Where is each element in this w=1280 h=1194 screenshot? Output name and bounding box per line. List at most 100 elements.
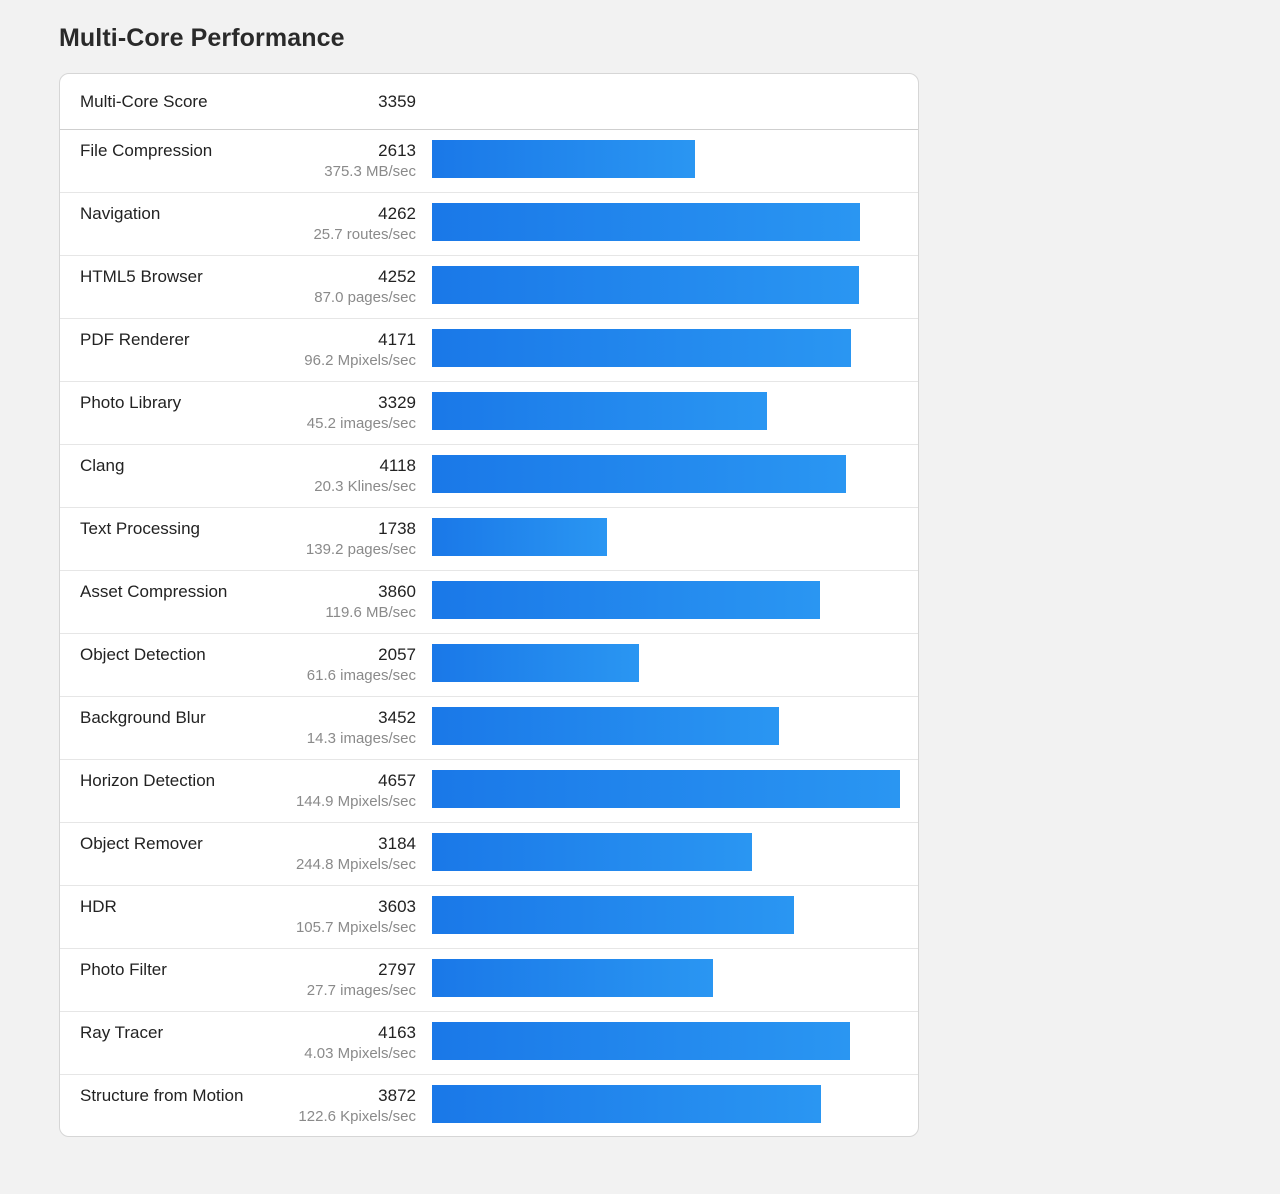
table-row: Object Remover 3184 244.8 Mpixels/sec bbox=[60, 823, 918, 886]
table-row: Asset Compression 3860 119.6 MB/sec bbox=[60, 571, 918, 634]
benchmark-score: 4252 bbox=[378, 267, 416, 286]
benchmark-score: 3184 bbox=[378, 834, 416, 853]
benchmark-score: 4163 bbox=[378, 1023, 416, 1042]
bar-track bbox=[432, 518, 900, 556]
benchmark-score: 2613 bbox=[378, 141, 416, 160]
table-row: Horizon Detection 4657 144.9 Mpixels/sec bbox=[60, 760, 918, 823]
score-bar bbox=[432, 392, 767, 430]
table-row: Object Detection 2057 61.6 images/sec bbox=[60, 634, 918, 697]
bar-track bbox=[432, 329, 900, 367]
table-row: Photo Library 3329 45.2 images/sec bbox=[60, 382, 918, 445]
multi-core-score-row: Multi-Core Score 3359 bbox=[60, 74, 918, 130]
bar-track bbox=[432, 392, 900, 430]
benchmark-name: PDF Renderer bbox=[80, 330, 190, 349]
benchmark-score: 4262 bbox=[378, 204, 416, 223]
bar-track bbox=[432, 644, 900, 682]
benchmark-name: Structure from Motion bbox=[80, 1086, 244, 1105]
benchmark-rows: File Compression 2613 375.3 MB/sec Navigati… bbox=[60, 130, 918, 1136]
benchmark-score: 3452 bbox=[378, 708, 416, 727]
benchmark-rate: 105.7 Mpixels/sec bbox=[295, 919, 416, 936]
bar-track bbox=[432, 1085, 900, 1123]
benchmark-score: 3603 bbox=[378, 897, 416, 916]
benchmark-name: Text Processing bbox=[80, 519, 200, 538]
benchmark-score: 4118 bbox=[379, 456, 416, 475]
benchmark-name: HDR bbox=[80, 897, 117, 916]
bar-track bbox=[432, 959, 900, 997]
score-bar bbox=[432, 644, 639, 682]
score-bar bbox=[432, 581, 820, 619]
benchmark-rate: 375.3 MB/sec bbox=[324, 163, 416, 180]
benchmark-rate: 244.8 Mpixels/sec bbox=[295, 856, 416, 873]
table-row: Structure from Motion 3872 122.6 Kpixels/s… bbox=[60, 1075, 918, 1136]
benchmark-name: Photo Filter bbox=[80, 960, 167, 979]
benchmark-rate: 4.03 Mpixels/sec bbox=[304, 1045, 416, 1062]
benchmark-score: 3872 bbox=[378, 1086, 416, 1105]
benchmark-name: Asset Compression bbox=[80, 582, 228, 601]
benchmark-name: Clang bbox=[80, 456, 125, 475]
bar-track bbox=[432, 896, 900, 934]
score-bar bbox=[432, 959, 713, 997]
benchmark-rate: 14.3 images/sec bbox=[306, 730, 416, 747]
benchmark-score: 4657 bbox=[378, 771, 416, 790]
bar-track bbox=[432, 833, 900, 871]
score-bar bbox=[432, 266, 859, 304]
score-bar bbox=[432, 833, 752, 871]
table-row: Text Processing 1738 139.2 pages/sec bbox=[60, 508, 918, 571]
score-bar bbox=[432, 896, 794, 934]
bar-track bbox=[432, 455, 900, 493]
benchmark-name: Navigation bbox=[80, 204, 161, 223]
table-row: Background Blur 3452 14.3 images/sec bbox=[60, 697, 918, 760]
bar-track bbox=[432, 1022, 900, 1060]
benchmark-score: 2057 bbox=[378, 645, 416, 664]
benchmark-name: Horizon Detection bbox=[80, 771, 216, 790]
benchmark-name: HTML5 Browser bbox=[80, 267, 203, 286]
score-value: 3359 bbox=[378, 92, 416, 111]
score-label: Multi-Core Score bbox=[80, 92, 208, 111]
benchmark-score: 3860 bbox=[378, 582, 416, 601]
benchmark-rate: 61.6 images/sec bbox=[306, 667, 416, 684]
benchmark-rate: 25.7 routes/sec bbox=[313, 226, 416, 243]
benchmark-score: 2797 bbox=[378, 960, 416, 979]
benchmark-name: Object Remover bbox=[80, 834, 203, 853]
benchmark-rate: 20.3 Klines/sec bbox=[314, 478, 416, 495]
benchmark-name: Photo Library bbox=[80, 393, 182, 412]
benchmark-results-card: Multi-Core Score 3359 File Compression 26… bbox=[59, 73, 919, 1137]
benchmark-score: 1738 bbox=[378, 519, 416, 538]
score-bar bbox=[432, 203, 860, 241]
score-bar bbox=[432, 455, 846, 493]
benchmark-rate: 87.0 pages/sec bbox=[314, 289, 416, 306]
score-bar bbox=[432, 329, 851, 367]
bar-track bbox=[432, 266, 900, 304]
benchmark-name: File Compression bbox=[80, 141, 213, 160]
benchmark-rate: 119.6 MB/sec bbox=[325, 604, 416, 621]
score-bar bbox=[432, 1085, 821, 1123]
score-bar bbox=[432, 518, 607, 556]
benchmark-rate: 27.7 images/sec bbox=[306, 982, 416, 999]
table-row: Photo Filter 2797 27.7 images/sec bbox=[60, 949, 918, 1012]
benchmark-rate: 96.2 Mpixels/sec bbox=[304, 352, 416, 369]
benchmark-rate: 139.2 pages/sec bbox=[305, 541, 416, 558]
bar-track bbox=[432, 770, 900, 808]
benchmark-rate: 122.6 Kpixels/sec bbox=[298, 1108, 416, 1125]
table-row: Ray Tracer 4163 4.03 Mpixels/sec bbox=[60, 1012, 918, 1075]
score-bar bbox=[432, 140, 695, 178]
table-row: HTML5 Browser 4252 87.0 pages/sec bbox=[60, 256, 918, 319]
score-bar bbox=[432, 770, 900, 808]
table-row: HDR 3603 105.7 Mpixels/sec bbox=[60, 886, 918, 949]
table-row: Clang 4118 20.3 Klines/sec bbox=[60, 445, 918, 508]
bar-track bbox=[432, 140, 900, 178]
table-row: PDF Renderer 4171 96.2 Mpixels/sec bbox=[60, 319, 918, 382]
benchmark-score: 3329 bbox=[378, 393, 416, 412]
benchmark-name: Ray Tracer bbox=[80, 1023, 164, 1042]
benchmark-name: Background Blur bbox=[80, 708, 206, 727]
section-title: Multi-Core Performance bbox=[59, 24, 345, 52]
score-bar bbox=[432, 707, 779, 745]
bar-track bbox=[432, 203, 900, 241]
table-row: Navigation 4262 25.7 routes/sec bbox=[60, 193, 918, 256]
bar-track bbox=[432, 707, 900, 745]
bar-track bbox=[432, 581, 900, 619]
benchmark-name: Object Detection bbox=[80, 645, 206, 664]
benchmark-rate: 144.9 Mpixels/sec bbox=[295, 793, 416, 810]
benchmark-score: 4171 bbox=[378, 330, 416, 349]
score-bar bbox=[432, 1022, 850, 1060]
